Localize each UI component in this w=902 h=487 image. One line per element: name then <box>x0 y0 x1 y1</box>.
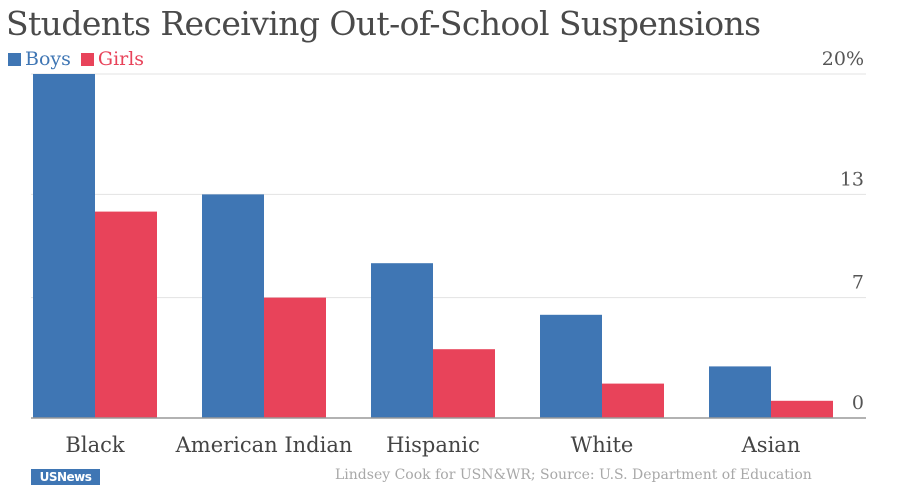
bar-girls-hispanic <box>433 349 495 418</box>
y-tick-label: 7 <box>852 272 864 294</box>
bar-girls-white <box>602 383 664 418</box>
bar-boys-american-indian <box>202 194 264 418</box>
x-tick-label: American Indian <box>175 433 353 457</box>
legend-swatch-boys <box>8 52 21 66</box>
chart-title: Students Receiving Out-of-School Suspens… <box>6 4 761 43</box>
source-credit: Lindsey Cook for USN&WR; Source: U.S. De… <box>335 467 812 483</box>
x-tick-label: White <box>571 433 634 457</box>
y-tick-label: 13 <box>840 168 864 190</box>
x-tick-label: Asian <box>741 433 801 457</box>
legend-item-boys: Boys <box>8 48 71 70</box>
legend-item-girls: Girls <box>80 48 145 70</box>
y-tick-label: 20% <box>822 48 864 70</box>
x-tick-label: Hispanic <box>386 433 480 457</box>
legend-label-girls: Girls <box>97 48 145 70</box>
bar-boys-black <box>33 74 95 418</box>
legend-label-boys: Boys <box>25 48 71 70</box>
legend-swatch-girls <box>80 52 94 66</box>
x-tick-label: Black <box>65 433 124 457</box>
usnews-logo: USNews <box>31 469 100 485</box>
bar-girls-black <box>95 211 157 418</box>
bar-boys-asian <box>709 366 771 418</box>
bar-boys-white <box>540 314 602 418</box>
bar-girls-asian <box>771 400 833 418</box>
y-tick-label: 0 <box>852 392 864 414</box>
bar-girls-american-indian <box>264 297 326 418</box>
bar-boys-hispanic <box>371 263 433 418</box>
legend: Boys Girls <box>8 48 144 70</box>
